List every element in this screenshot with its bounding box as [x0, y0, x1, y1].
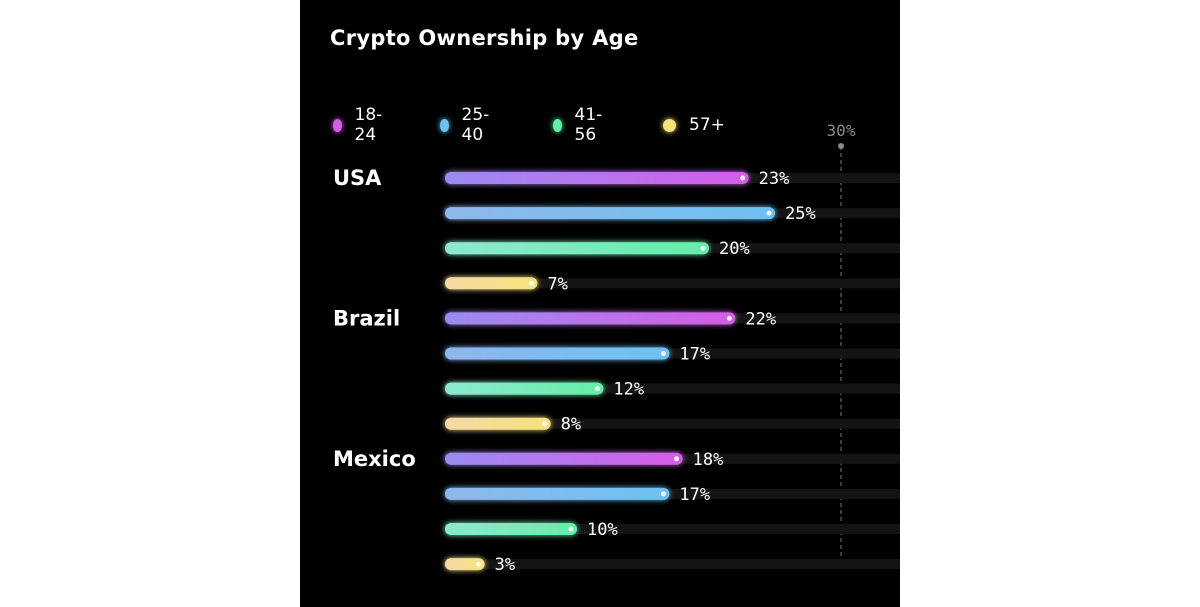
- bar-usa-41-56-tip: [700, 245, 706, 251]
- legend-dot-57: [663, 118, 676, 132]
- legend-label-18-24: 18-24: [354, 105, 383, 145]
- bar-track: [445, 383, 900, 394]
- legend-label-25-40: 25-40: [461, 105, 490, 145]
- bar-track: [445, 278, 900, 289]
- bar-mexico-57-tip: [476, 561, 482, 567]
- bar-mexico-41-56: [445, 523, 577, 535]
- bar-mexico-57: [445, 558, 485, 571]
- bar-mexico-18-24-tip: [674, 456, 680, 462]
- value-label-usa-25-40: 25%: [785, 204, 816, 224]
- bar-usa-57-tip: [528, 280, 534, 286]
- legend-dot-25-40: [440, 118, 449, 132]
- chart-plot: 30% USA 23% 25% 20% 7% Brazil 22% 17% 12% 8% Mexico…: [333, 121, 900, 575]
- legend-dot-18-24: [333, 118, 342, 132]
- bar-brazil-41-56: [445, 382, 604, 395]
- bar-mexico-18-24: [445, 452, 683, 465]
- bar-usa-25-40: [445, 207, 775, 220]
- bar-mexico-25-40: [445, 487, 670, 500]
- bar-brazil-57-tip: [542, 421, 548, 427]
- bar-track: [445, 488, 900, 499]
- bar-brazil-18-24-tip: [726, 315, 732, 321]
- reference-line-marker: [838, 143, 844, 149]
- category-label-brazil: Brazil: [333, 306, 400, 330]
- bar-brazil-41-56-tip: [594, 386, 600, 392]
- bar-mexico-25-40-tip: [660, 491, 666, 497]
- legend-item-57: 57+: [663, 114, 725, 136]
- bar-usa-18-24: [445, 172, 749, 184]
- bar-mexico-41-56-tip: [568, 526, 574, 532]
- bar-usa-57: [445, 277, 538, 290]
- legend-dot-41-56: [553, 118, 562, 132]
- bar-track: [445, 418, 900, 429]
- value-label-mexico-18-24: 18%: [693, 450, 724, 470]
- bar-brazil-25-40-tip: [660, 351, 666, 356]
- bar-brazil-25-40: [445, 347, 670, 360]
- reference-line-label: 30%: [827, 121, 856, 140]
- value-label-brazil-57: 8%: [561, 415, 581, 435]
- category-label-usa: USA: [333, 166, 382, 190]
- bar-brazil-57: [445, 417, 551, 430]
- bar-brazil-18-24: [445, 312, 736, 325]
- value-label-mexico-57: 3%: [495, 555, 515, 575]
- legend-item-25-40: 25-40: [440, 105, 494, 145]
- bar-track: [445, 524, 900, 534]
- legend-label-41-56: 41-56: [574, 105, 603, 145]
- value-label-mexico-41-56: 10%: [587, 520, 618, 540]
- value-label-usa-41-56: 20%: [719, 239, 750, 259]
- bar-usa-41-56: [445, 242, 709, 255]
- value-label-usa-57: 7%: [547, 274, 567, 294]
- chart-panel: Crypto Ownership by Age 18-24 25-40 41-56 5…: [300, 0, 900, 607]
- value-label-brazil-18-24: 22%: [745, 309, 776, 329]
- legend-item-18-24: 18-24: [333, 105, 387, 145]
- value-label-brazil-25-40: 17%: [679, 345, 710, 365]
- bar-usa-18-24-tip: [740, 175, 746, 181]
- value-label-mexico-25-40: 17%: [679, 485, 710, 505]
- category-label-mexico: Mexico: [333, 447, 416, 471]
- bar-usa-25-40-tip: [766, 210, 772, 216]
- legend-item-41-56: 41-56: [553, 105, 607, 145]
- bar-track: [445, 559, 900, 570]
- chart-title: Crypto Ownership by Age: [330, 26, 639, 50]
- bar-track: [445, 348, 900, 359]
- legend-label-57: 57+: [689, 115, 725, 135]
- value-label-usa-18-24: 23%: [759, 169, 790, 189]
- value-label-brazil-41-56: 12%: [613, 380, 644, 400]
